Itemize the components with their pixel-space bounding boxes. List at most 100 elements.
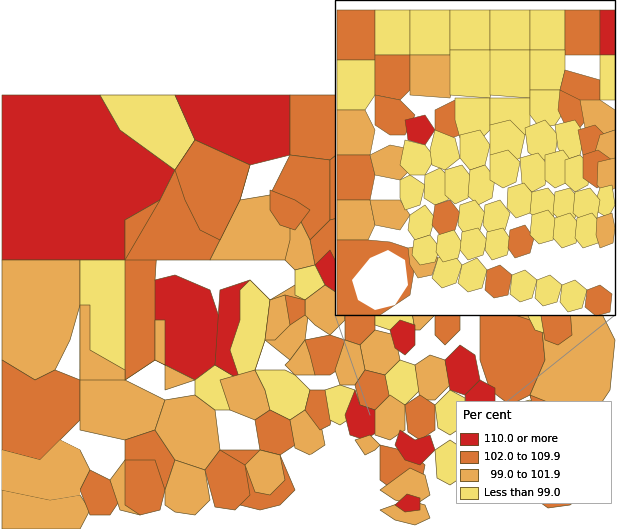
Polygon shape xyxy=(596,213,615,248)
Polygon shape xyxy=(125,140,250,260)
Bar xyxy=(460,451,478,463)
Polygon shape xyxy=(530,50,565,90)
Polygon shape xyxy=(415,140,455,225)
Polygon shape xyxy=(553,188,580,222)
Polygon shape xyxy=(410,240,460,290)
Polygon shape xyxy=(245,450,285,495)
Polygon shape xyxy=(450,50,495,98)
Polygon shape xyxy=(430,130,460,170)
Polygon shape xyxy=(310,455,380,520)
Polygon shape xyxy=(400,175,425,210)
Polygon shape xyxy=(530,295,615,430)
Polygon shape xyxy=(395,275,435,330)
Polygon shape xyxy=(400,140,435,175)
Polygon shape xyxy=(435,440,465,485)
Polygon shape xyxy=(380,468,430,505)
Polygon shape xyxy=(315,250,370,295)
Polygon shape xyxy=(483,200,510,235)
Bar xyxy=(456,401,611,503)
Polygon shape xyxy=(80,370,165,440)
Polygon shape xyxy=(270,155,330,240)
Polygon shape xyxy=(210,195,295,260)
Polygon shape xyxy=(435,100,465,140)
Polygon shape xyxy=(600,55,615,100)
Polygon shape xyxy=(460,228,487,260)
Polygon shape xyxy=(435,390,465,435)
Bar xyxy=(335,0,615,315)
Polygon shape xyxy=(305,335,345,375)
Polygon shape xyxy=(205,450,250,510)
Polygon shape xyxy=(530,90,565,128)
Polygon shape xyxy=(440,95,480,155)
Polygon shape xyxy=(595,130,615,168)
Polygon shape xyxy=(285,340,330,375)
Polygon shape xyxy=(155,320,195,390)
Polygon shape xyxy=(445,345,480,395)
Polygon shape xyxy=(337,110,375,155)
Polygon shape xyxy=(410,10,450,55)
Polygon shape xyxy=(2,260,80,380)
Polygon shape xyxy=(412,235,440,265)
Polygon shape xyxy=(432,200,460,235)
Polygon shape xyxy=(525,120,558,162)
Polygon shape xyxy=(125,460,165,515)
Polygon shape xyxy=(436,230,462,262)
Polygon shape xyxy=(335,340,365,385)
Text: Per cent: Per cent xyxy=(463,409,511,422)
Polygon shape xyxy=(410,55,455,98)
Polygon shape xyxy=(375,10,410,55)
Polygon shape xyxy=(270,190,310,230)
Polygon shape xyxy=(230,280,270,380)
Polygon shape xyxy=(450,210,495,265)
Polygon shape xyxy=(165,460,210,515)
Polygon shape xyxy=(565,10,600,55)
Polygon shape xyxy=(337,155,375,200)
Polygon shape xyxy=(395,430,435,465)
Polygon shape xyxy=(360,330,400,375)
Polygon shape xyxy=(355,435,380,455)
Polygon shape xyxy=(175,95,290,165)
Bar xyxy=(335,0,615,315)
Polygon shape xyxy=(408,205,435,240)
Polygon shape xyxy=(540,300,572,345)
Polygon shape xyxy=(255,370,310,420)
Polygon shape xyxy=(265,285,310,360)
Text: 110.0 or more: 110.0 or more xyxy=(484,434,558,444)
Polygon shape xyxy=(575,213,602,248)
Polygon shape xyxy=(355,140,415,210)
Polygon shape xyxy=(352,250,408,310)
Polygon shape xyxy=(490,120,525,165)
Polygon shape xyxy=(558,90,590,130)
Polygon shape xyxy=(305,390,335,430)
Polygon shape xyxy=(490,150,520,188)
Polygon shape xyxy=(80,470,120,515)
Bar xyxy=(460,433,478,445)
Polygon shape xyxy=(445,165,472,204)
Polygon shape xyxy=(460,130,490,170)
Polygon shape xyxy=(395,494,420,512)
Polygon shape xyxy=(424,168,452,205)
Bar xyxy=(460,469,478,481)
Polygon shape xyxy=(155,395,220,470)
Polygon shape xyxy=(490,98,530,145)
Polygon shape xyxy=(565,155,590,192)
Polygon shape xyxy=(468,165,495,205)
Polygon shape xyxy=(530,188,558,222)
Polygon shape xyxy=(220,450,295,510)
Text: 110.0 or more: 110.0 or more xyxy=(484,434,558,444)
Polygon shape xyxy=(330,140,370,220)
Bar xyxy=(460,451,478,463)
Polygon shape xyxy=(578,125,610,162)
Polygon shape xyxy=(597,158,615,194)
Polygon shape xyxy=(530,10,565,50)
Polygon shape xyxy=(125,200,165,380)
Polygon shape xyxy=(510,270,537,302)
Polygon shape xyxy=(553,213,580,248)
Text: 102.0 to 109.9: 102.0 to 109.9 xyxy=(484,452,560,462)
Polygon shape xyxy=(555,120,585,160)
Polygon shape xyxy=(480,155,520,210)
Polygon shape xyxy=(370,210,425,260)
Polygon shape xyxy=(345,390,380,440)
Polygon shape xyxy=(458,425,485,465)
Text: Less than 99.0: Less than 99.0 xyxy=(484,488,560,498)
